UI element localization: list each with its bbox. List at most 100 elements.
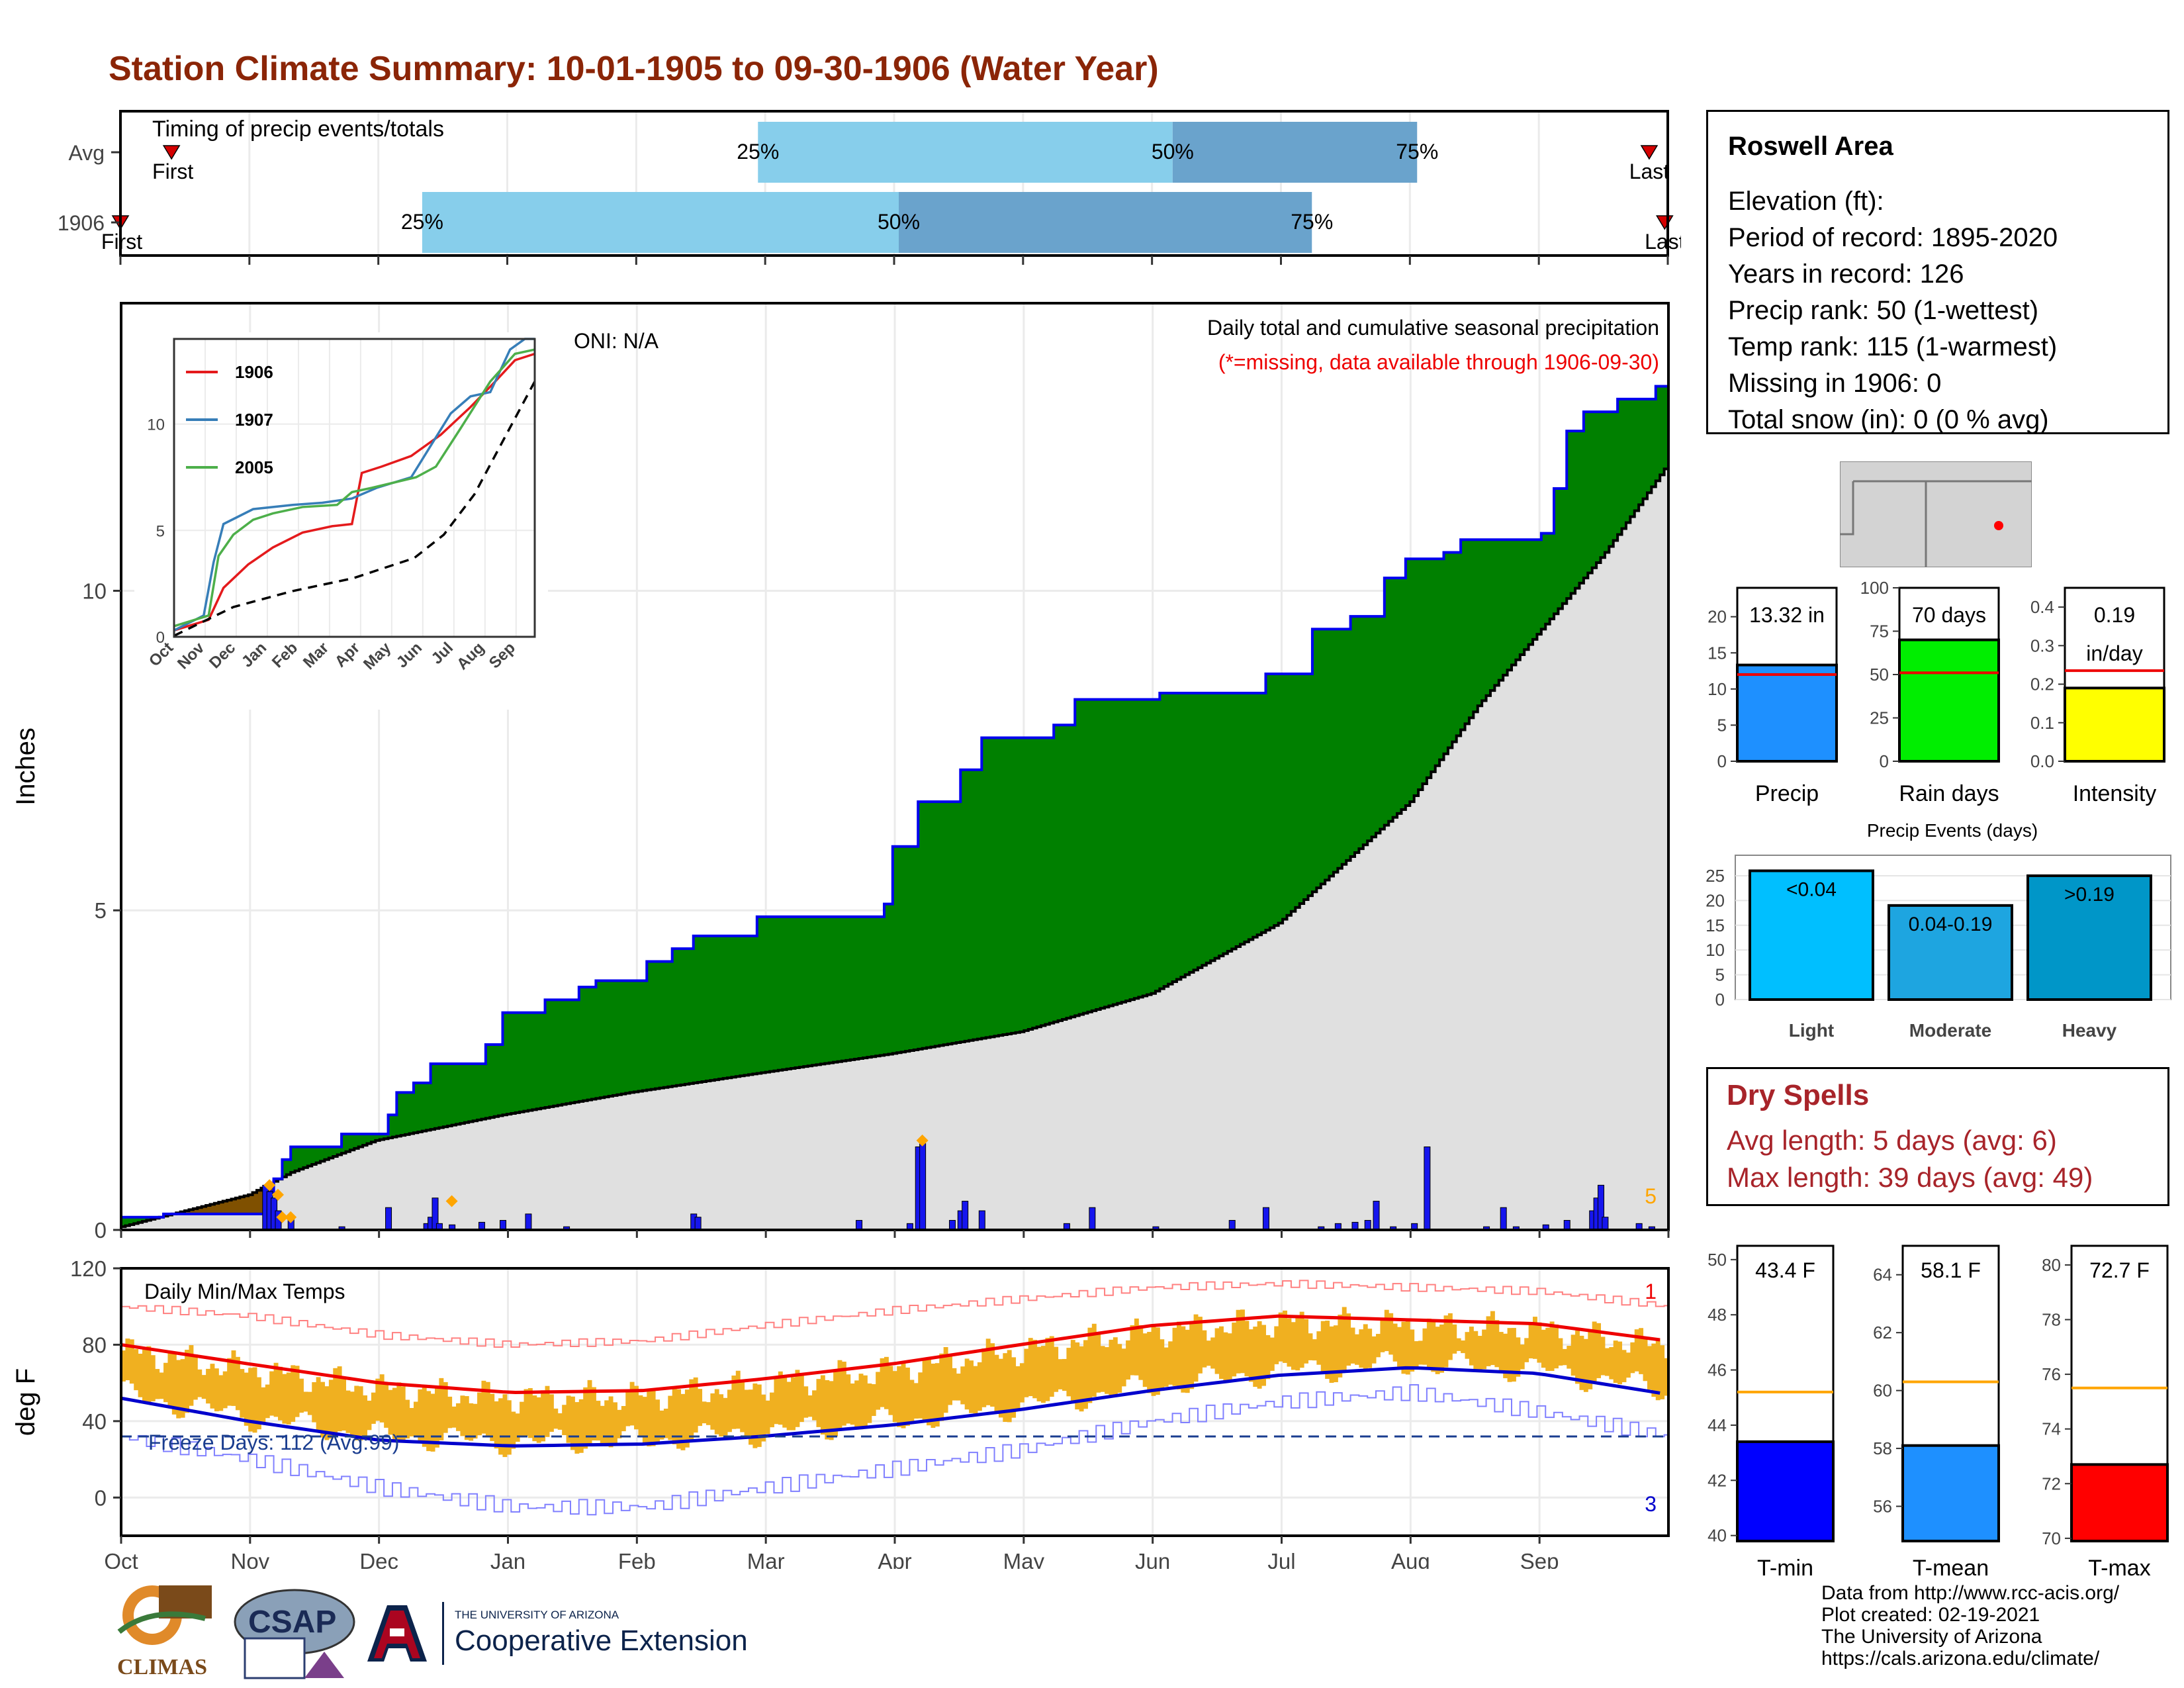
daily-temp-bar	[973, 1366, 978, 1414]
summary-tick-label: 0.1	[2030, 713, 2054, 733]
daily-temp-bar	[1045, 1338, 1050, 1401]
daily-temp-bar	[880, 1358, 885, 1407]
daily-temp-bar	[1579, 1335, 1584, 1390]
credit-line: The University of Arizona	[1821, 1626, 2042, 1648]
daily-temp-bar	[1507, 1328, 1512, 1382]
daily-temp-bar	[918, 1372, 923, 1419]
summary-category: Precip	[1755, 781, 1819, 806]
dry-spells-max: Max length: 39 days (avg: 49)	[1727, 1162, 2093, 1193]
daily-temp-bar	[927, 1358, 931, 1426]
daily-temp-bar	[138, 1353, 143, 1397]
daily-temp-bar	[913, 1383, 919, 1419]
y-tick-label: 40	[82, 1409, 107, 1434]
daily-temp-bar	[625, 1391, 631, 1427]
daily-temp-bar	[981, 1348, 987, 1407]
daily-temp-bar	[1105, 1347, 1109, 1394]
daily-temp-bar	[1253, 1327, 1258, 1387]
daily-temp-bar	[1172, 1327, 1177, 1386]
temp-value-label: 58.1 F	[1921, 1258, 1981, 1282]
daily-temp-bar	[617, 1409, 622, 1438]
daily-temp-bar	[765, 1400, 770, 1434]
daily-temp-bar	[1257, 1321, 1262, 1389]
percent-label: 75%	[1291, 210, 1333, 234]
daily-temp-bar	[1070, 1340, 1075, 1404]
summary-tick-label: 5	[1717, 715, 1727, 735]
credit-line: Data from http://www.rcc-acis.org/	[1821, 1582, 2120, 1604]
daily-temp-bar	[1477, 1336, 1482, 1372]
events-tick-label: 10	[1706, 940, 1725, 960]
daily-temp-bar	[1236, 1309, 1241, 1374]
daily-temp-bar	[825, 1380, 830, 1440]
daily-temp-bar	[608, 1396, 614, 1448]
daily-temp-bar	[1197, 1317, 1203, 1374]
daily-temp-bar	[210, 1364, 215, 1409]
summary-category: Intensity	[2073, 781, 2157, 806]
daily-precip-bar	[499, 1220, 506, 1231]
daily-temp-bar	[1422, 1328, 1428, 1365]
daily-precip-bar	[1089, 1207, 1096, 1231]
first-event-marker	[162, 145, 181, 160]
month-label: Jul	[1267, 1549, 1295, 1569]
daily-temp-bar	[464, 1396, 469, 1440]
daily-temp-bar	[502, 1394, 508, 1458]
station-name: Roswell Area	[1728, 132, 1893, 161]
station-details: Elevation (ft): Period of record: 1895-20…	[1728, 183, 2058, 438]
record-high-count: 1	[1645, 1280, 1657, 1303]
temp-summary-bars: 40 42 44 46 48 50 43.4 F T-min 56 58 60 62 64 58.1 F T…	[1707, 1244, 2169, 1581]
station-detail-line: Precip rank: 50 (1-wettest)	[1728, 296, 2039, 325]
daily-temp-bar	[1482, 1329, 1487, 1370]
daily-temp-bar	[1227, 1333, 1232, 1380]
daily-temp-bar	[1401, 1321, 1406, 1374]
daily-temp-bar	[349, 1391, 355, 1438]
daily-temp-bar	[1625, 1352, 1631, 1378]
daily-temp-bar	[761, 1394, 766, 1442]
daily-precip-bar	[1602, 1217, 1609, 1231]
daily-temp-bar	[1329, 1326, 1334, 1383]
daily-temp-bar	[1176, 1321, 1181, 1389]
events-title: Precip Events (days)	[1867, 820, 2038, 841]
daily-temp-bar	[1439, 1324, 1445, 1373]
daily-temp-bar	[121, 1350, 126, 1382]
daily-temp-bar	[430, 1393, 435, 1452]
daily-temp-bar	[1647, 1346, 1652, 1390]
daily-temp-bar	[1283, 1310, 1288, 1363]
daily-temp-bar	[218, 1375, 224, 1411]
daily-temp-bar	[1473, 1331, 1479, 1370]
daily-temp-bar	[1490, 1311, 1495, 1366]
daily-temp-bar	[1287, 1318, 1292, 1367]
daily-temp-bar	[655, 1399, 660, 1443]
month-label: Jan	[490, 1549, 525, 1569]
daily-temp-bar	[749, 1389, 753, 1445]
record-min-line	[121, 1384, 1668, 1516]
credit-line: Plot created: 02-19-2021	[1821, 1604, 2040, 1626]
daily-precip-bar	[978, 1210, 985, 1231]
daily-temp-bar	[269, 1371, 275, 1416]
daily-temp-bar	[1367, 1329, 1373, 1368]
daily-temp-bar	[1291, 1322, 1296, 1370]
daily-temp-bar	[659, 1410, 664, 1440]
daily-temp-bar	[740, 1380, 745, 1432]
daily-temp-bar	[803, 1386, 809, 1418]
daily-temp-bar	[731, 1375, 737, 1429]
events-tick-label: 20	[1706, 890, 1725, 910]
daily-temp-bar	[307, 1391, 312, 1415]
daily-temp-bar	[604, 1400, 610, 1446]
daily-temp-bar	[1138, 1325, 1144, 1380]
record-low-count: 3	[1645, 1492, 1657, 1516]
events-category: Light	[1789, 1020, 1834, 1041]
summary-tick-label: 48	[1707, 1305, 1727, 1325]
daily-temp-bar	[1054, 1346, 1059, 1392]
daily-temp-bar	[1019, 1363, 1024, 1403]
daily-temp-bar	[1655, 1339, 1661, 1401]
temp-panel: 0 40 80 120 Oct Nov Dec Jan Feb Mar Apr May Jun Jul Au…	[11, 1256, 1670, 1569]
daily-temp-bar	[1388, 1313, 1394, 1355]
credits: Data from http://www.rcc-acis.org/ Plot …	[1821, 1582, 2119, 1669]
daily-temp-bar	[392, 1387, 397, 1441]
summary-tick-label: 74	[2042, 1419, 2061, 1439]
daily-temp-bar	[1621, 1350, 1627, 1383]
daily-temp-bar	[125, 1338, 130, 1381]
events-bar-label: >0.19	[2064, 884, 2115, 906]
daily-precip-bar	[962, 1201, 969, 1231]
inset-y-label: 0	[156, 629, 165, 647]
daily-temp-bar	[1142, 1333, 1148, 1387]
